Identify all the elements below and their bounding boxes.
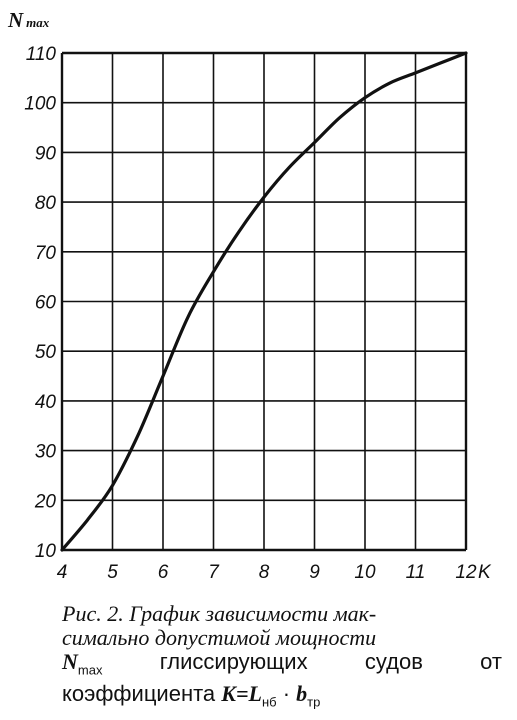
x-tick-label-4: 4 xyxy=(57,562,68,583)
x-tick-label-8: 8 xyxy=(259,562,270,583)
caption-line-1: Рис. 2. График зависимости мак- xyxy=(62,601,377,626)
y-tick-label-90: 90 xyxy=(35,143,57,164)
y-tick-label-70: 70 xyxy=(35,243,57,264)
caption-formula-sub1: нб xyxy=(261,694,277,710)
caption-word-2: судов xyxy=(364,649,423,674)
y-tick-label-80: 80 xyxy=(35,193,57,214)
figure-caption: Рис. 2. График зависимости мак- симально… xyxy=(62,602,502,715)
y-tick-label-30: 30 xyxy=(35,442,57,463)
series-line-0 xyxy=(60,51,468,552)
y-tick-label-100: 100 xyxy=(24,94,56,115)
x-tick-label-6: 6 xyxy=(158,562,169,583)
tick-labels: 4 5 6 7 8 9 10 11 12 K 10 20 30 40 50 60 70 80 90 100 110 xyxy=(24,44,492,583)
caption-n-var: N xyxy=(62,649,78,674)
y-tick-label-50: 50 xyxy=(35,342,57,363)
x-tick-label-11: 11 xyxy=(406,562,426,583)
y-tick-label-10: 10 xyxy=(35,541,57,562)
y-tick-label-40: 40 xyxy=(35,392,57,413)
x-tick-label-7: 7 xyxy=(208,562,220,583)
x-tick-label-10: 10 xyxy=(354,562,376,583)
caption-word-3: от xyxy=(480,649,502,674)
x-axis-title: K xyxy=(478,562,492,583)
x-tick-label-12: 12 xyxy=(455,562,477,583)
x-tick-label-5: 5 xyxy=(107,562,118,583)
caption-formula-b: b xyxy=(296,681,308,707)
y-tick-label-110: 110 xyxy=(26,44,57,65)
caption-formula: K=L xyxy=(221,681,262,707)
grid xyxy=(60,51,468,552)
caption-word-1: глиссирующих xyxy=(159,649,308,674)
caption-line-2: симально допустимой мощности xyxy=(62,625,377,650)
series xyxy=(60,51,468,552)
caption-line-3: Nmax глиссирующих судов от xyxy=(62,649,502,682)
caption-n-sub: max xyxy=(77,662,103,678)
caption-formula-dot: · xyxy=(282,681,291,707)
caption-formula-sub2: тр xyxy=(307,694,321,710)
y-tick-label-60: 60 xyxy=(35,293,57,314)
caption-line-4-text: коэффициента xyxy=(62,681,216,707)
x-tick-label-9: 9 xyxy=(309,562,320,583)
caption-line-4: коэффициента K=Lнб · bтр xyxy=(62,682,502,714)
y-tick-label-20: 20 xyxy=(34,491,57,512)
